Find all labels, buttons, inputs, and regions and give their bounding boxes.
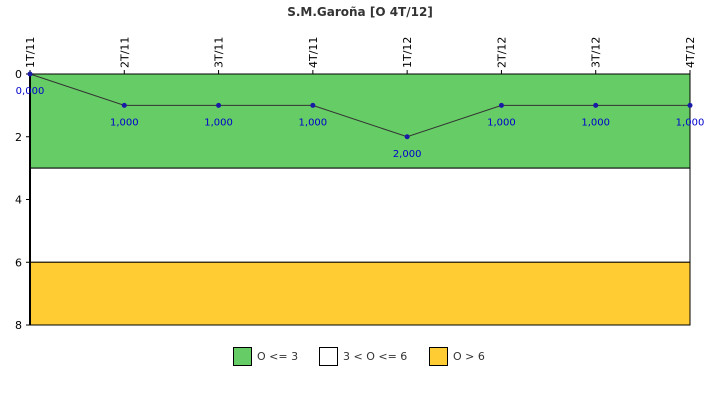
data-label: 2,000 [393,149,422,160]
data-point [404,134,410,140]
data-label: 1,000 [204,117,233,128]
data-label: 1,000 [299,117,328,128]
data-label: 1,000 [581,117,610,128]
x-tick-label: 2T/12 [495,37,508,68]
legend-swatch-band-1 [233,346,252,366]
x-tick-label: 1T/12 [401,37,414,68]
x-tick-label: 3T/11 [213,37,226,68]
legend-label-band-1: O <= 3 [257,349,299,363]
x-tick-label: 4T/12 [684,37,697,68]
chart-title: S.M.Garoña [O 4T/12] [287,5,433,19]
legend: O <= 3 3 < O <= 6 O > 6 [0,345,720,367]
data-point [687,102,693,108]
legend-swatch-band-2 [319,346,338,366]
data-label: 1,000 [487,117,516,128]
data-label: 0,000 [16,86,45,97]
band-2 [29,167,691,263]
data-point [310,102,316,108]
data-point [121,102,127,108]
data-point [593,102,599,108]
x-tick-label: 3T/12 [590,37,603,68]
y-tick-label: 2 [15,131,22,144]
data-label: 1,000 [676,117,705,128]
data-point [498,102,504,108]
data-point [216,102,222,108]
x-tick-label: 4T/11 [307,37,320,68]
y-tick-label: 6 [15,256,22,269]
legend-item-band-1: O <= 3 [233,345,298,367]
band-3 [29,261,691,326]
legend-label-band-2: 3 < O <= 6 [343,349,408,363]
legend-item-band-2: 3 < O <= 6 [319,345,407,367]
x-tick-label: 2T/11 [118,37,131,68]
y-tick-label: 8 [15,319,22,332]
y-tick-label: 0 [15,68,22,81]
legend-item-band-3: O > 6 [429,345,485,367]
legend-swatch-band-3 [429,346,448,366]
y-tick-label: 4 [15,194,22,207]
legend-label-band-3: O > 6 [453,349,485,363]
data-label: 1,000 [110,117,139,128]
series-line [29,73,690,138]
x-tick-label: 1T/11 [24,37,37,68]
data-point [27,71,33,77]
